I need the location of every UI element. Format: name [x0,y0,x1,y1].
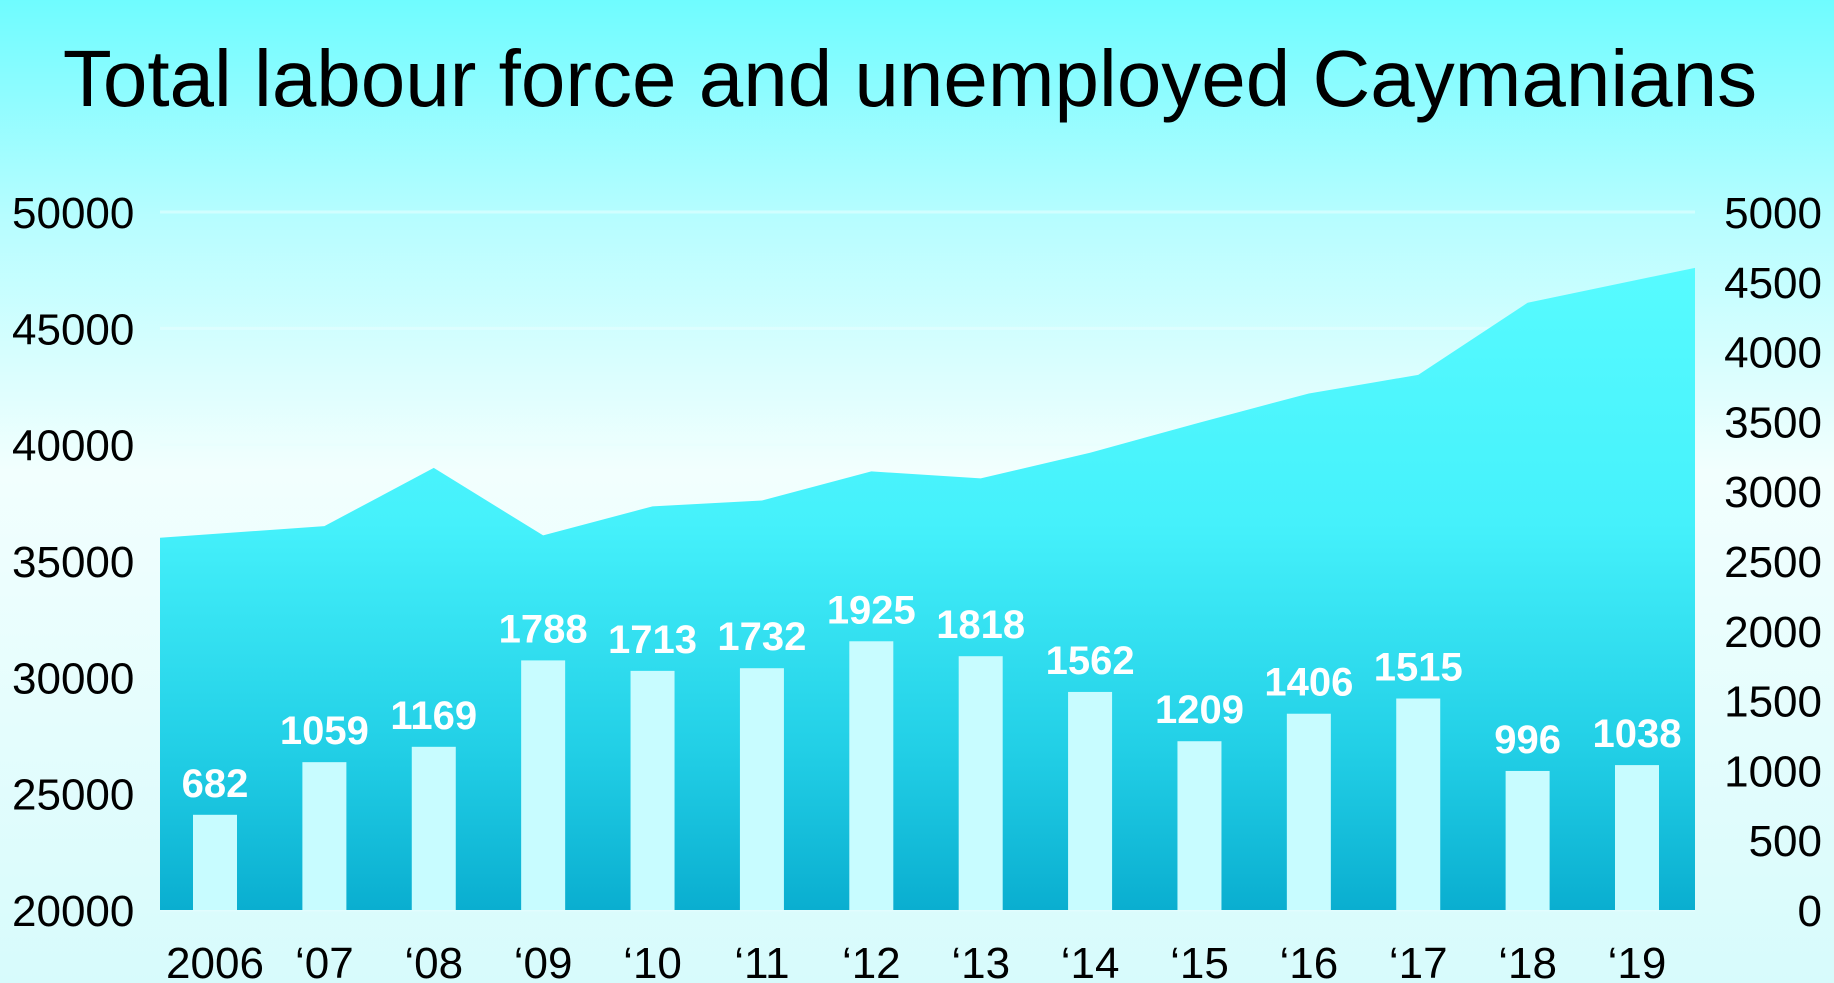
x-tick-label: ‘10 [623,939,682,983]
labour-force-area [160,267,1695,911]
unemployed-bar [1177,741,1222,910]
unemployed-bar [411,746,456,910]
bar-value-label: 1788 [499,607,588,651]
x-axis: 2006 ‘07 ‘08 ‘09 ‘10 ‘11 ‘12 ‘13 ‘14 ‘15 ‘16 ‘17 ‘18… [166,939,1666,983]
x-tick-label: ‘11 [734,939,789,983]
right-tick-label: 0 [1798,887,1822,936]
left-tick-label: 35000 [12,538,134,587]
x-tick-label: ‘07 [295,939,354,983]
x-tick-label: ‘18 [1498,939,1557,983]
bar-value-label: 1059 [280,709,369,753]
unemployed-bar [849,641,894,910]
x-tick-label: ‘16 [1279,939,1338,983]
right-tick-label: 5000 [1724,189,1822,238]
left-tick-label: 40000 [12,422,134,471]
unemployed-bar [958,656,1003,910]
bar-value-label: 1925 [827,588,916,632]
x-tick-label: ‘12 [842,939,901,983]
right-tick-label: 2000 [1724,608,1822,657]
x-tick-label: ‘08 [404,939,463,983]
left-tick-label: 20000 [12,887,134,936]
bar-value-label: 1713 [608,618,697,662]
right-tick-label: 3000 [1724,468,1822,517]
unemployed-bar [1068,691,1113,910]
x-tick-label: ‘09 [514,939,573,983]
bar-value-label: 1732 [717,615,806,659]
right-tick-label: 1500 [1724,678,1822,727]
right-tick-label: 4500 [1724,259,1822,308]
right-tick-label: 500 [1749,817,1822,866]
bar-value-label: 1818 [936,603,1025,647]
bar-value-label: 1515 [1374,646,1463,690]
chart-title: Total labour force and unemployed Cayman… [63,34,1757,123]
bar-value-label: 1562 [1046,639,1135,683]
unemployed-bar [739,668,784,910]
bar-value-label: 682 [182,762,249,806]
x-tick-label: ‘15 [1170,939,1229,983]
x-tick-label: 2006 [166,939,264,983]
unemployed-bar [630,670,675,910]
left-tick-label: 25000 [12,771,134,820]
labour-force-area-layer [160,267,1695,911]
bar-value-labels: 682 1059 1169 1788 1713 1732 1925 1818 1562 1209 1… [182,588,1682,806]
x-tick-label: ‘17 [1389,939,1448,983]
left-tick-label: 50000 [12,189,134,238]
x-tick-label: ‘13 [951,939,1010,983]
bar-value-label: 1038 [1593,712,1682,756]
unemployed-bar [1396,698,1441,910]
unemployed-bar [1286,713,1331,910]
left-y-axis: 50000 45000 40000 35000 30000 25000 20000 [12,189,134,936]
bar-value-label: 1209 [1155,688,1244,732]
right-tick-label: 2500 [1724,538,1822,587]
unemployed-bar [302,762,347,910]
unemployed-bar [1615,765,1659,910]
x-tick-label: ‘14 [1061,939,1120,983]
unemployed-bar [1505,770,1550,910]
right-tick-label: 3500 [1724,398,1822,447]
x-tick-label: ‘19 [1608,939,1667,983]
unemployed-bar [521,660,566,910]
bar-value-label: 1169 [390,694,477,738]
unemployed-bar-layer [193,641,1659,910]
left-tick-label: 30000 [12,654,134,703]
bar-value-label: 996 [1494,718,1561,762]
left-tick-label: 45000 [12,305,134,354]
unemployed-bar [193,814,237,910]
right-tick-label: 1000 [1724,747,1822,796]
bar-value-label: 1406 [1264,661,1353,705]
right-tick-label: 4000 [1724,329,1822,378]
